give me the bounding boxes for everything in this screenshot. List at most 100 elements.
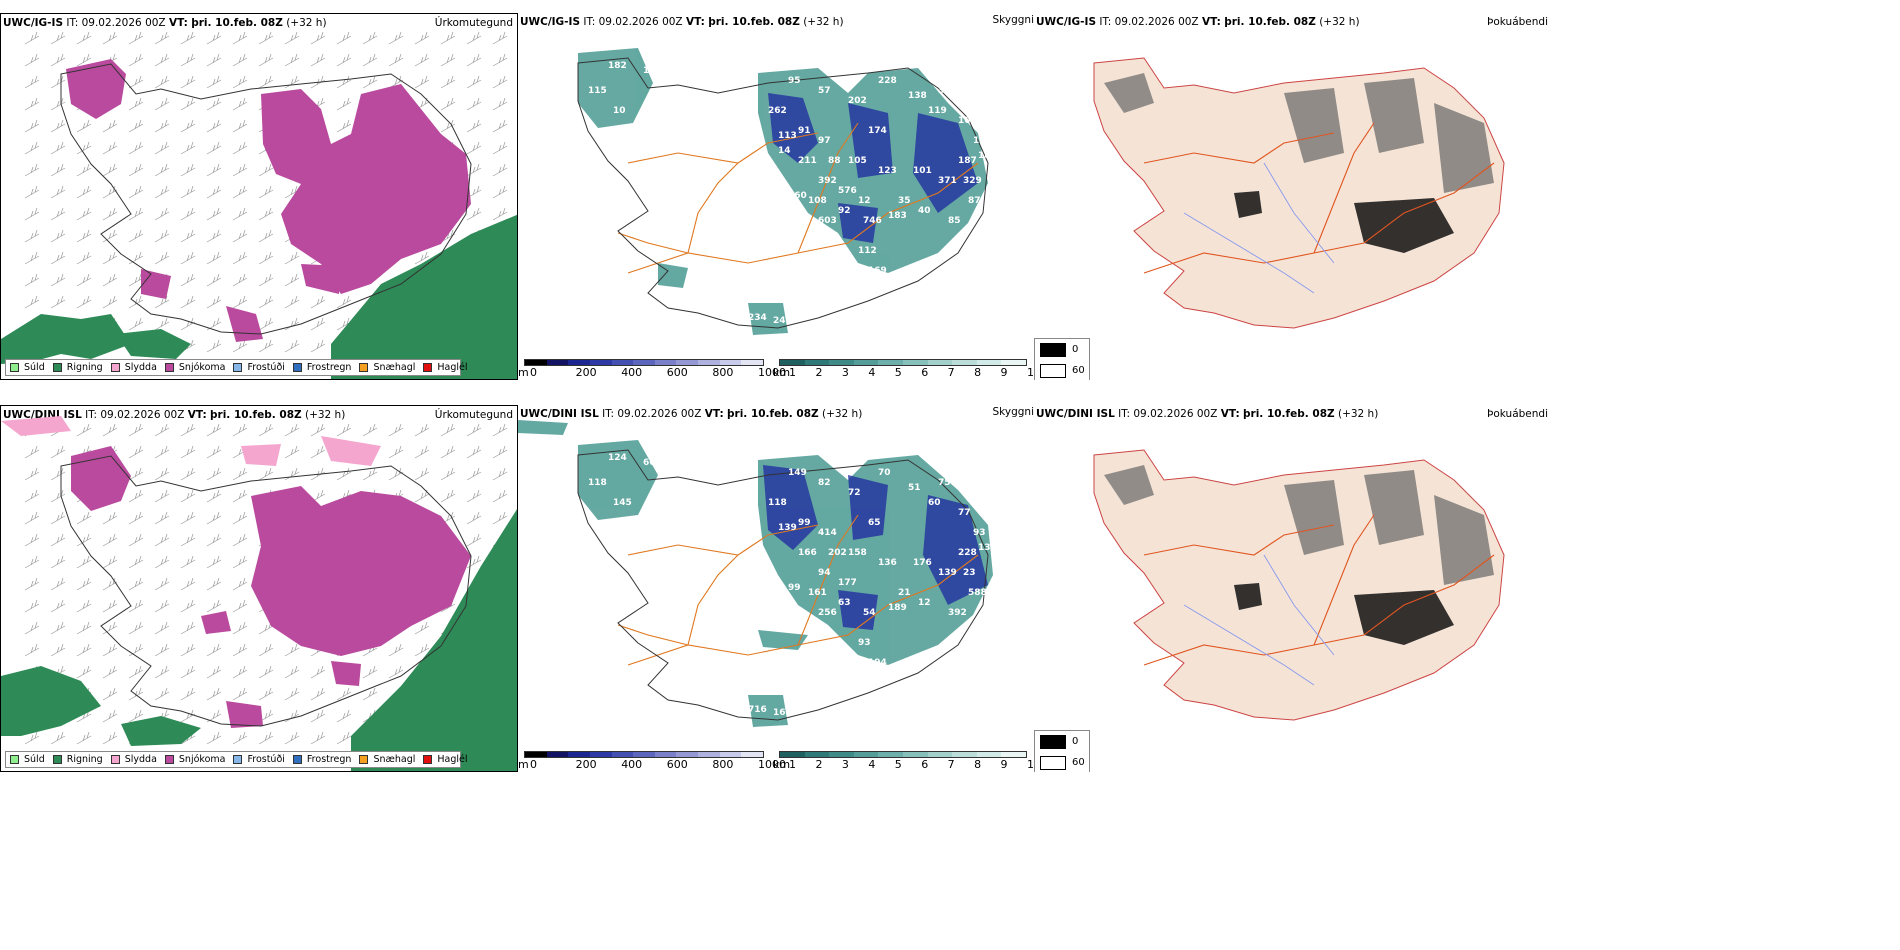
colorbar-tick-label: 400 <box>621 366 643 379</box>
wind-barb <box>466 119 482 133</box>
wind-barb <box>492 511 508 525</box>
wind-barb <box>284 665 300 679</box>
ceiling-number: 91 <box>798 126 811 136</box>
wind-barb <box>128 533 144 547</box>
wind-barb <box>206 141 222 155</box>
wind-barb <box>50 511 66 525</box>
colorbar-tick-label: 8 <box>974 366 982 379</box>
colorbar-segment <box>741 360 764 365</box>
ceiling-number: 97 <box>818 136 831 146</box>
wind-barb <box>414 75 430 89</box>
legend-item: Snjókoma <box>164 362 225 373</box>
colorbar-segment <box>719 752 742 757</box>
wind-barb <box>180 251 196 265</box>
wind-barb <box>284 251 300 265</box>
ceiling-number: 99 <box>798 518 811 528</box>
wind-barb <box>206 251 222 265</box>
wind-barb <box>102 141 118 155</box>
wind-barb <box>128 251 144 265</box>
wind-barb <box>76 141 92 155</box>
ceiling-number: 716 <box>748 705 767 715</box>
wind-barb <box>180 163 196 177</box>
wind-barb <box>206 339 222 353</box>
wind-barb <box>258 687 274 701</box>
wind-barb <box>154 141 170 155</box>
visibility-unit: km <box>773 758 791 771</box>
ceiling-number: 176 <box>913 558 932 568</box>
legend-swatch <box>110 363 120 372</box>
colorbar-segment <box>654 360 677 365</box>
wind-barb <box>102 577 118 591</box>
wind-barb <box>310 445 326 459</box>
colorbar-tick-label: 200 <box>575 758 597 771</box>
legend-item: Rigning <box>52 362 103 373</box>
roads <box>617 514 979 666</box>
colorbar-segment <box>780 360 805 365</box>
wind-barb <box>180 621 196 635</box>
wind-barb <box>206 75 222 89</box>
wind-barb <box>440 467 456 481</box>
wind-barb <box>102 185 118 199</box>
wind-barb <box>128 665 144 679</box>
colorbar-tick-label: 1000 <box>758 366 786 379</box>
wind-barb <box>232 555 248 569</box>
wind-barb <box>466 163 482 177</box>
ceiling-number: 166 <box>798 548 817 558</box>
wind-barb <box>206 207 222 221</box>
wind-barb <box>466 445 482 459</box>
wind-barb <box>76 731 92 745</box>
wind-barb <box>102 511 118 525</box>
colorbar-segment <box>611 752 634 757</box>
ceiling-number: 9 <box>748 588 754 598</box>
legend-item: Rigning <box>52 754 103 765</box>
ceiling-number: 234 <box>748 313 767 323</box>
wind-barb <box>336 119 352 133</box>
wind-barb <box>284 467 300 481</box>
wind-barb <box>206 53 222 67</box>
wind-barb <box>206 445 222 459</box>
ceiling-number: 65 <box>868 518 881 528</box>
wind-barb <box>206 423 222 437</box>
wind-barb <box>102 687 118 701</box>
wind-barb <box>180 31 196 45</box>
wind-barb <box>206 119 222 133</box>
wind-barb <box>50 731 66 745</box>
wind-barb <box>154 97 170 111</box>
colorbar-segment <box>546 752 569 757</box>
ceiling-number: 60 <box>928 498 941 508</box>
colorbar-segment <box>853 360 879 365</box>
ceiling-number: 99 <box>788 583 801 593</box>
wind-barb <box>492 423 508 437</box>
wind-barb <box>50 207 66 221</box>
colorbar-tick-label: 3 <box>841 758 849 771</box>
wind-barb <box>414 251 430 265</box>
wind-barb <box>50 273 66 287</box>
wind-barb <box>76 251 92 265</box>
cloud-panel-top: UWC/IG-IS IT: 09.02.2026 00Z VT: þri. 10… <box>518 13 1034 380</box>
ceiling-number: 131 <box>978 543 997 553</box>
wind-barb <box>388 445 404 459</box>
wind-barb <box>466 207 482 221</box>
ceiling-number: 126 <box>973 136 992 146</box>
wind-barb <box>102 295 118 309</box>
wind-barb <box>414 621 430 635</box>
wind-barb <box>206 555 222 569</box>
wind-barb <box>232 295 248 309</box>
ceiling-number: 66 <box>643 458 656 468</box>
wind-barb <box>24 511 40 525</box>
wind-barb <box>180 555 196 569</box>
colorbar-segment <box>927 752 953 757</box>
wind-barb <box>232 119 248 133</box>
colorbar-segment <box>927 360 953 365</box>
wind-barb <box>388 665 404 679</box>
cloud-panel-bottom: UWC/DINI ISL IT: 09.02.2026 00Z VT: þri.… <box>518 405 1034 772</box>
fog-legend-bottom: 0 60 <box>1034 730 1090 772</box>
ceiling-number: 256 <box>818 608 837 618</box>
wind-barb <box>50 141 66 155</box>
wind-barb <box>24 731 40 745</box>
wind-barb <box>232 731 248 745</box>
colorbar-segment <box>829 752 854 757</box>
wind-barb <box>24 643 40 657</box>
ceiling-number: 177 <box>838 578 857 588</box>
header-fog-top: UWC/IG-IS IT: 09.02.2026 00Z VT: þri. 10… <box>1036 16 1360 28</box>
